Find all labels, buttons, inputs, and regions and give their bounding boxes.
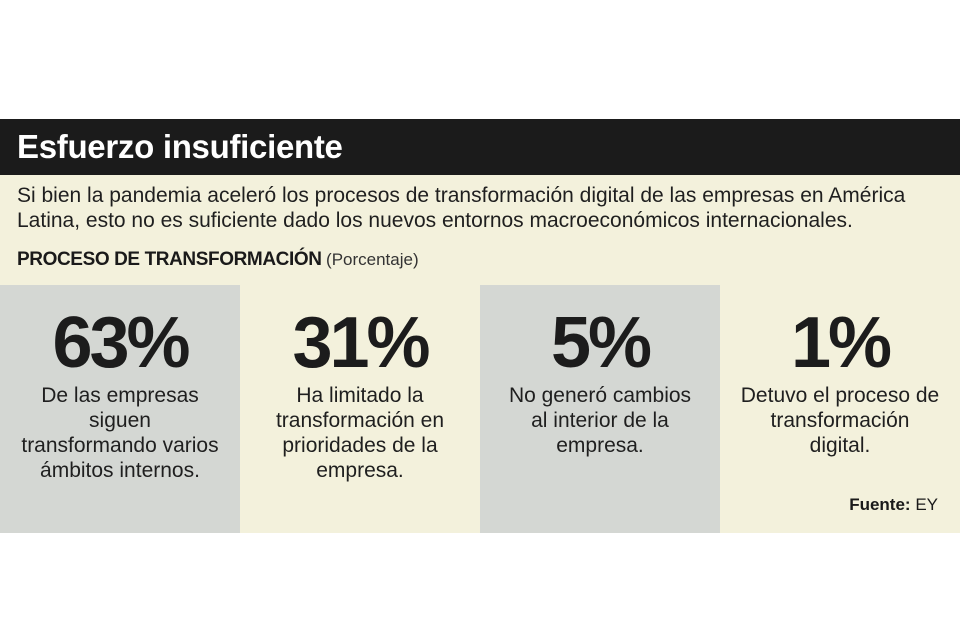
section-unit: (Porcentaje) xyxy=(326,250,419,269)
stat-description: No generó cambios al interior de la empr… xyxy=(508,384,692,457)
stat-description: De las empresas siguen transformando var… xyxy=(21,384,219,482)
chart-title: Esfuerzo insuficiente xyxy=(17,128,343,165)
chart-subtitle: Si bien la pandemia aceleró los procesos… xyxy=(17,184,906,232)
source-value: EY xyxy=(915,495,938,514)
source-label: Fuente: xyxy=(849,495,911,514)
title-bar: Esfuerzo insuficiente xyxy=(0,119,960,175)
stat-description: Detuvo el proceso de transformación digi… xyxy=(740,384,940,457)
stat-panel: 63% De las empresas siguen transformando … xyxy=(0,285,240,533)
stat-value: 31% xyxy=(292,303,430,383)
stat-panel: 31% Ha limitado la transformación en prio… xyxy=(240,285,480,533)
section-heading: PROCESO DE TRANSFORMACIÓN (Porcentaje) xyxy=(17,249,419,271)
section-label: PROCESO DE TRANSFORMACIÓN xyxy=(17,249,322,270)
stat-panel: 1% Detuvo el proceso de transformación di… xyxy=(720,285,960,533)
stat-value: 5% xyxy=(550,303,652,383)
source-note: Fuente: EY xyxy=(849,495,938,515)
stat-panel: 5% No generó cambios al interior de la em… xyxy=(480,285,720,533)
stat-value: 1% xyxy=(790,303,892,383)
stat-value: 63% xyxy=(52,303,190,383)
stat-description: Ha limitado la transformación en priorid… xyxy=(275,384,445,482)
infographic: Esfuerzo insuficiente Si bien la pandemi… xyxy=(0,119,960,533)
stat-panels: 63% De las empresas siguen transformando … xyxy=(0,285,960,533)
